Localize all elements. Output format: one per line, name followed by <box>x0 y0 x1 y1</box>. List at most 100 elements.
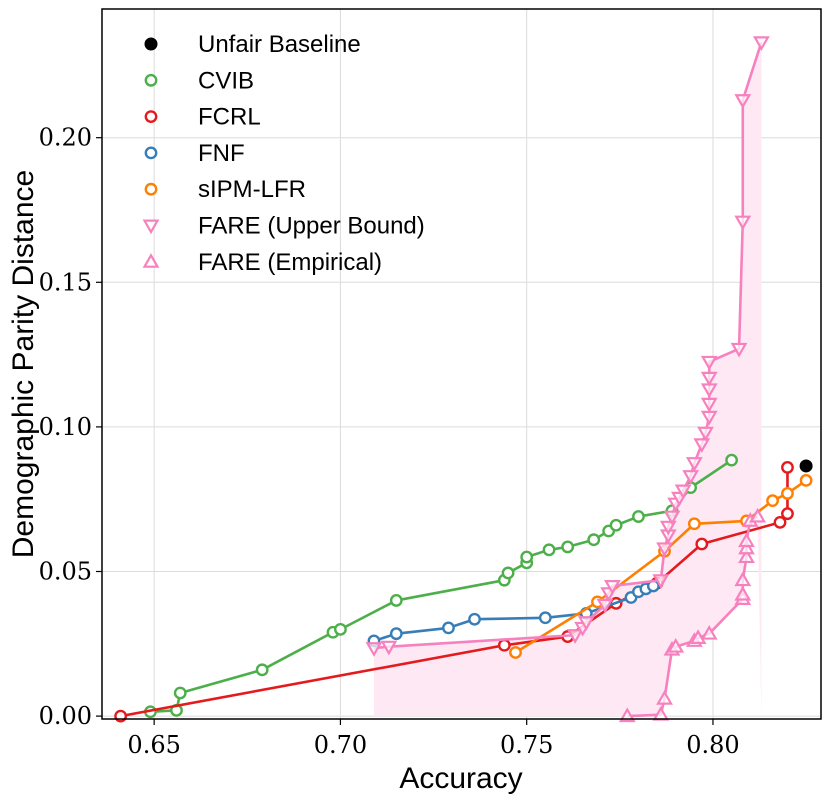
point-fare-empirical <box>667 637 685 653</box>
series-unfair-baseline <box>799 459 813 473</box>
legend-label: Unfair Baseline <box>198 31 361 58</box>
point-fare-empirical <box>700 624 718 640</box>
legend-label: FARE (Empirical) <box>198 249 382 276</box>
legend-item-fare-upper-bound: FARE (Upper Bound) <box>142 213 425 240</box>
point-fare-empirical <box>738 539 755 555</box>
point-fcrl <box>781 507 794 521</box>
series-fare-upper-bound <box>365 36 770 657</box>
point-unfair-baseline <box>799 459 813 473</box>
legend-item-sipm-lfr: sIPM-LFR <box>144 176 306 203</box>
series-cvib <box>144 453 738 719</box>
point-cvib <box>632 510 645 523</box>
point-cvib <box>609 518 623 532</box>
point-fare-upper-bound <box>566 629 584 644</box>
legend-marker-fare-upper-bound <box>142 219 160 235</box>
series-layer <box>114 36 813 723</box>
point-fare-upper-bound <box>697 426 714 442</box>
point-fcrl <box>773 515 787 529</box>
point-fare-upper-bound <box>652 574 670 589</box>
point-fare-empirical <box>689 629 707 644</box>
point-fare-upper-bound <box>693 438 711 453</box>
point-fare-empirical <box>734 585 752 601</box>
point-sipm-lfr <box>766 494 779 508</box>
point-fare-empirical <box>749 507 767 523</box>
point-fare-upper-bound <box>577 616 595 631</box>
x-tick-label: 0.80 <box>686 731 739 759</box>
point-cvib <box>501 566 515 580</box>
point-sipm-lfr <box>687 517 701 531</box>
point-fcrl <box>695 537 709 551</box>
point-sipm-lfr <box>509 646 522 659</box>
y-tick-label: 0.00 <box>39 702 92 730</box>
point-fare-upper-bound <box>380 640 398 656</box>
point-fare-upper-bound <box>603 579 621 595</box>
point-fare-upper-bound <box>685 457 703 472</box>
point-fare-upper-bound <box>700 355 718 371</box>
y-tick-label: 0.15 <box>39 268 92 296</box>
legend-item-cvib: CVIB <box>144 67 254 94</box>
point-fare-empirical <box>656 690 673 705</box>
legend-item-fcrl: FCRL <box>144 104 261 131</box>
legend-marker-cvib <box>144 73 158 87</box>
point-cvib <box>173 686 187 700</box>
legend-marker-fnf <box>144 146 158 160</box>
plot-frame <box>101 8 822 720</box>
legend-item-unfair-baseline: Unfair Baseline <box>144 31 361 58</box>
legend-label: FCRL <box>198 104 261 131</box>
point-cvib <box>725 453 738 467</box>
point-cvib <box>334 622 347 636</box>
x-tick-label: 0.65 <box>127 731 180 759</box>
fare-shaded-region <box>373 42 762 717</box>
point-fnf <box>538 611 552 625</box>
ticks: 0.65 0.70 0.75 0.80 0.00 0.05 0.10 0.15 0.20 <box>39 124 740 759</box>
point-fare-upper-bound <box>752 36 770 51</box>
y-tick-label: 0.20 <box>39 124 92 152</box>
point-fare-upper-bound <box>682 470 700 485</box>
shaded-region <box>373 42 762 717</box>
legend-marker-sipm-lfr <box>144 182 158 196</box>
point-fcrl <box>781 460 794 474</box>
y-tick-label: 0.05 <box>39 558 92 586</box>
y-tick-label: 0.10 <box>39 413 92 441</box>
legend-marker-unfair-baseline <box>144 37 158 51</box>
point-sipm-lfr <box>799 474 813 487</box>
y-axis-label: Demographic Parity Distance <box>7 170 40 559</box>
point-cvib <box>587 533 601 547</box>
point-fnf <box>389 627 403 641</box>
point-fare-empirical <box>738 548 755 564</box>
legend-label: CVIB <box>198 67 254 94</box>
point-fare-empirical <box>738 532 755 548</box>
legend-label: FARE (Upper Bound) <box>198 213 425 240</box>
point-cvib <box>561 540 575 554</box>
legend-marker-fcrl <box>144 110 158 124</box>
x-tick-label: 0.75 <box>500 731 553 759</box>
point-sipm-lfr <box>781 487 794 500</box>
legend-item-fare-empirical: FARE (Empirical) <box>142 249 382 276</box>
x-tick-label: 0.70 <box>314 731 367 759</box>
legend-label: sIPM-LFR <box>198 176 306 203</box>
point-fare-upper-bound <box>700 371 718 387</box>
legend: Unfair Baseline CVIB FCRL FNF sIPM-LFR FARE (… <box>142 31 425 276</box>
point-fare-upper-bound <box>663 510 681 526</box>
point-fare-upper-bound <box>700 397 718 413</box>
legend-item-fnf: FNF <box>144 140 245 167</box>
point-fare-upper-bound <box>365 642 383 657</box>
point-cvib <box>542 543 556 557</box>
point-fcrl <box>497 638 511 652</box>
point-fare-upper-bound <box>596 598 614 614</box>
legend-marker-fare-empirical <box>142 253 160 268</box>
point-fare-empirical <box>618 707 636 723</box>
point-fare-upper-bound <box>659 520 677 536</box>
point-fare-upper-bound <box>656 542 673 558</box>
point-fare-upper-bound <box>674 484 692 500</box>
point-cvib <box>255 663 269 677</box>
point-cvib <box>520 550 534 564</box>
point-fnf <box>442 621 455 635</box>
point-fare-upper-bound <box>730 342 748 358</box>
x-axis-label: Accuracy <box>399 762 522 795</box>
point-fare-upper-bound <box>734 215 752 231</box>
point-fare-empirical <box>734 571 752 587</box>
legend-label: FNF <box>198 140 245 167</box>
point-fnf <box>468 612 481 626</box>
